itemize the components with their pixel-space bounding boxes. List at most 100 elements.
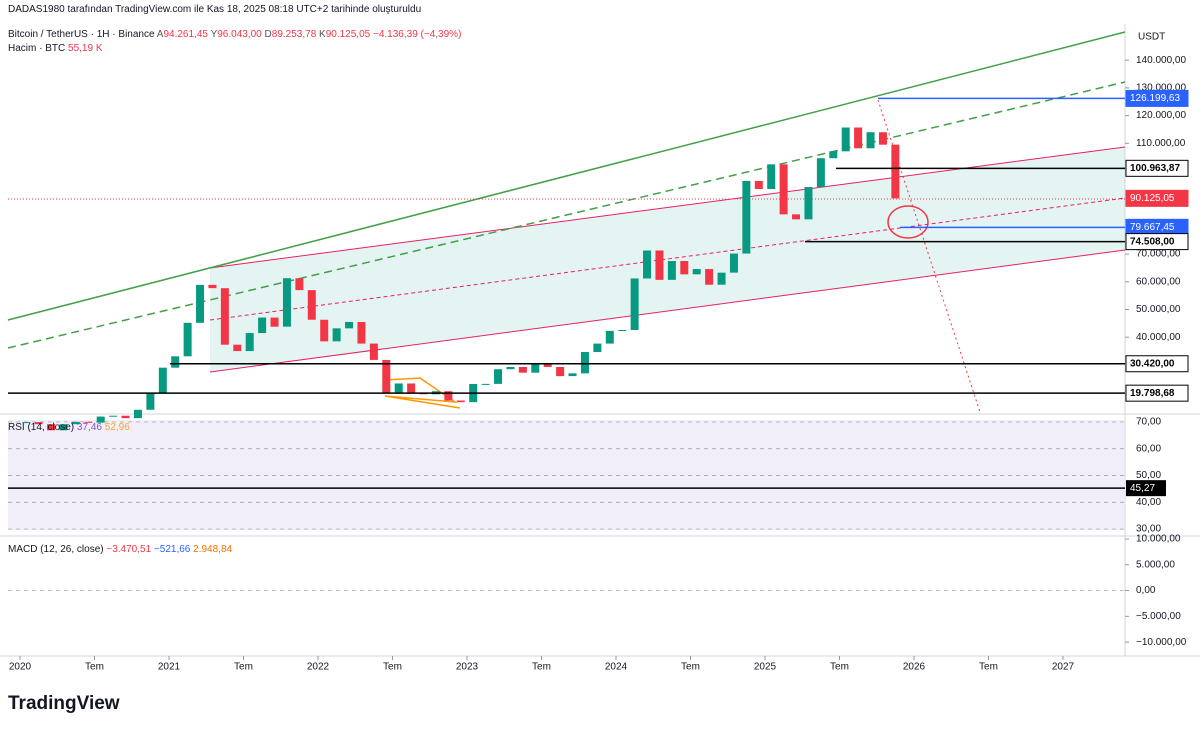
volume-label: Hacim · BTC [8, 43, 66, 54]
price-bar [369, 343, 378, 360]
price-bar [680, 261, 689, 275]
price-bar [891, 144, 900, 199]
price-bar [667, 261, 676, 280]
time-tick-label: Tem [383, 662, 402, 673]
price-bar [146, 393, 155, 410]
price-tick-label: 70.000,00 [1136, 249, 1181, 260]
price-bar [47, 424, 56, 431]
price-bar [282, 278, 291, 327]
ohlc-value: 94.261,45 [163, 29, 208, 40]
price-bar [481, 383, 490, 385]
price-bar [754, 180, 763, 189]
rsi-tick-label: 60,00 [1136, 443, 1161, 454]
ohlc-value: 89.253,78 [271, 29, 317, 40]
macd-hist: −3.470,51 [106, 544, 152, 555]
ohlc-key: Y [210, 29, 218, 40]
price-bar [829, 151, 838, 159]
macd-legend: MACD (12, 26, close) −3.470,51 −521,66 2… [8, 544, 232, 555]
rsi-value: 37,46 [76, 422, 102, 433]
price-bar [717, 272, 726, 285]
price-bar [531, 363, 540, 373]
ohlc: A94.261,45 Y96.043,00 D89.253,78 K90.125… [157, 29, 373, 40]
price-bar [518, 366, 527, 373]
price-bar [233, 344, 242, 352]
rsi-tick-label: 50,00 [1136, 470, 1161, 481]
price-tick-label: 40.000,00 [1136, 332, 1181, 343]
price-bar [742, 180, 751, 254]
rsi-tick-label: 40,00 [1136, 497, 1161, 508]
price-tick-label: 110.000,00 [1136, 138, 1186, 149]
level-box [1125, 89, 1189, 107]
price-bar [804, 187, 813, 220]
level-label: 79.667,45 [1130, 222, 1175, 233]
time-tick-label: 2025 [754, 662, 777, 673]
price-bar [792, 214, 801, 220]
time-tick-label: Tem [234, 662, 253, 673]
level-box [1125, 159, 1189, 177]
price-bar [196, 284, 205, 323]
time-tick-label: 2020 [9, 662, 32, 673]
price-bar [494, 369, 503, 384]
price-bar [444, 391, 453, 401]
time-tick-label: Tem [979, 662, 998, 673]
price-bar [854, 127, 863, 149]
price-bar [605, 330, 614, 344]
level-box [1125, 189, 1189, 207]
price-bar [96, 416, 105, 423]
price-bar [171, 356, 180, 368]
price-bar [692, 269, 701, 275]
ohlc-value: 96.043,00 [217, 29, 262, 40]
time-tick-label: Tem [85, 662, 104, 673]
time-tick-label: 2021 [158, 662, 181, 673]
level-label: 19.798,68 [1130, 388, 1175, 399]
price-bar [245, 333, 254, 352]
price-bar [220, 288, 229, 345]
price-bar [456, 400, 465, 403]
price-bar [183, 322, 192, 357]
price-bar [295, 278, 304, 291]
rsi-tick-label: 70,00 [1136, 417, 1161, 428]
price-tick-label: 50.000,00 [1136, 304, 1181, 315]
time-tick-label: Tem [681, 662, 700, 673]
price-bar [779, 164, 788, 215]
price-tick-label: 60.000,00 [1136, 276, 1181, 287]
price-bar [394, 383, 403, 393]
time-tick-label: 2024 [605, 662, 628, 673]
rsi-band [8, 420, 1125, 530]
price-bar [133, 409, 142, 419]
currency: USDT [1138, 32, 1165, 43]
volume-value: 55,19 K [68, 43, 103, 54]
price-tick-label: 130.000,00 [1136, 83, 1186, 94]
level-box [1125, 355, 1189, 373]
rsi-legend: RSI (14, close) 37,46 52,96 [8, 422, 130, 433]
rsi-level-label: 45,27 [1130, 483, 1155, 494]
level-label: 90.125,05 [1130, 193, 1175, 204]
rsi-label: RSI (14, close) [8, 422, 75, 433]
level-label: 30.420,00 [1130, 358, 1175, 369]
price-bar [568, 373, 577, 377]
wedge [384, 377, 461, 409]
price-bar [729, 253, 738, 273]
price-bar [22, 422, 31, 424]
macd-line: −521,66 [153, 544, 191, 555]
price-bar [816, 158, 825, 188]
price-bar [580, 352, 589, 374]
symbol: Bitcoin / TetherUS · 1H · Binance [8, 29, 155, 40]
price-bar [34, 422, 43, 425]
price-bar [841, 127, 850, 152]
trend-line [7, 31, 1126, 321]
price-bar [705, 269, 714, 285]
price-bar [208, 284, 217, 289]
ohlc-value: 90.125,05 [325, 29, 371, 40]
time-tick-label: 2022 [307, 662, 330, 673]
macd-tick-label: −5.000,00 [1136, 611, 1181, 622]
price-bar [618, 330, 627, 332]
channel-top [209, 146, 1126, 269]
rsi-level-box [1126, 480, 1166, 497]
brand: TradingView [8, 693, 120, 714]
price-bar [506, 366, 515, 370]
price-bar [320, 319, 329, 342]
rsi-ma: 52,96 [104, 422, 130, 433]
macd-signal: 2.948,84 [193, 544, 233, 555]
ohlc-key: D [264, 29, 272, 40]
